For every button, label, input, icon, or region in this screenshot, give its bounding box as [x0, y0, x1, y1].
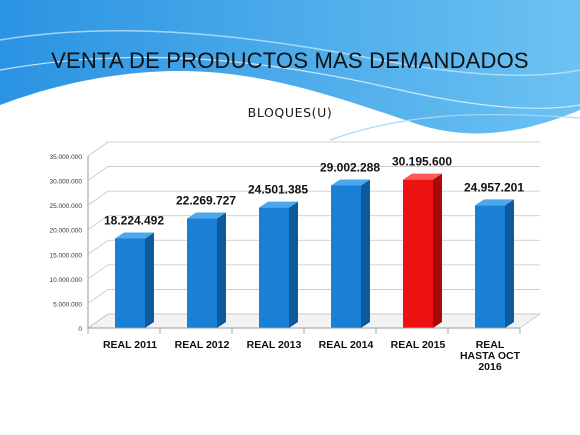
slide-title: VENTA DE PRODUCTOS MAS DEMANDADOS: [51, 48, 529, 73]
data-label: 22.269.727: [176, 194, 236, 208]
data-label: 18.224.492: [104, 213, 164, 227]
y-tick-label: 25.000.000: [49, 203, 82, 210]
y-tick-label: 5.000.000: [53, 301, 82, 308]
x-tick-label: REAL 2015: [391, 339, 446, 351]
bar-top: [259, 201, 298, 208]
y-tick-label: 35.000.000: [49, 154, 82, 161]
bar-top: [475, 199, 514, 206]
x-tick-label: REAL: [476, 339, 505, 351]
grid-line: [87, 289, 540, 304]
bar-side: [505, 199, 514, 328]
x-tick-label: REAL 2014: [319, 339, 374, 351]
bar-front: [475, 205, 505, 328]
bar-top: [403, 173, 442, 180]
bar-side: [361, 179, 370, 328]
data-label: 24.957.201: [464, 180, 524, 194]
x-tick-label: REAL 2013: [247, 339, 302, 351]
bar: [331, 179, 370, 328]
bar-front: [403, 179, 433, 328]
data-labels: 18.224.492 22.269.727 24.501.385 29.002.288…: [104, 155, 524, 228]
bar-front: [331, 185, 361, 328]
y-tick-label: 20.000.000: [49, 228, 82, 235]
bar: [187, 212, 226, 328]
data-label: 29.002.288: [320, 160, 380, 174]
bar-side: [433, 173, 442, 328]
bar-side: [145, 232, 154, 328]
x-tick-label: HASTA OCT: [460, 350, 521, 362]
bar: [403, 173, 442, 328]
y-tick-label: 30.000.000: [49, 179, 82, 186]
chart-bars: [115, 173, 514, 328]
x-tick-label: REAL 2011: [103, 339, 157, 351]
y-tick-label: 10.000.000: [49, 277, 82, 284]
data-label: 24.501.385: [248, 183, 308, 197]
grid-line: [87, 166, 540, 181]
bar-side: [217, 212, 226, 328]
chart-grid: [86, 141, 542, 329]
bar: [259, 201, 298, 328]
chart-title: BLOQUES(U): [247, 105, 333, 120]
chart-floor: [86, 313, 542, 329]
bar: [115, 232, 154, 328]
grid-line: [87, 141, 540, 157]
grid-line: [87, 239, 540, 255]
bar-side: [289, 201, 298, 328]
bar-front: [115, 238, 145, 328]
x-axis: REAL 2011 REAL 2012 REAL 2013 REAL 2014 REAL…: [87, 327, 521, 373]
bar-top: [187, 212, 226, 219]
grid-line: [87, 264, 540, 280]
bar-front: [259, 207, 289, 328]
bar-top: [331, 179, 370, 186]
grid-line: [87, 190, 540, 206]
y-axis: 0 5.000.000 10.000.000 15.000.000 20.000.000…: [49, 154, 82, 333]
bar: [475, 199, 514, 328]
y-tick-label: 15.000.000: [49, 252, 82, 259]
x-tick-label: REAL 2012: [175, 339, 230, 351]
y-tick-label: 0: [78, 326, 82, 333]
bar-front: [187, 218, 217, 328]
bar-top: [115, 232, 154, 239]
grid-line: [87, 313, 540, 329]
x-tick-label: 2016: [478, 361, 502, 373]
grid-line: [87, 215, 540, 231]
data-label: 30.195.600: [392, 155, 452, 169]
